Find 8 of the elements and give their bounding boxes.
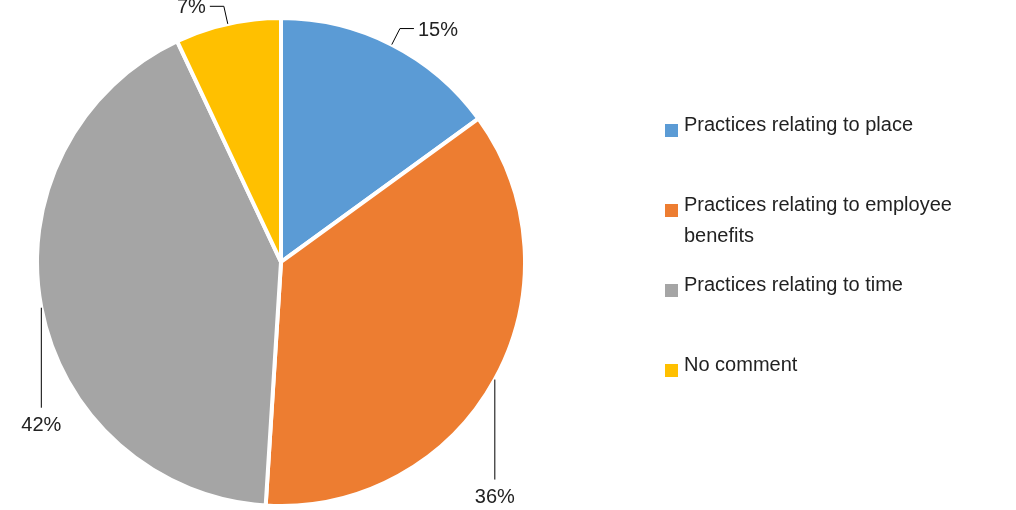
data-label: 7% (176, 0, 207, 18)
data-label: 15% (417, 17, 459, 40)
legend-label: Practices relating to employee benefits (684, 193, 952, 246)
legend-label: Practices relating to place (684, 113, 914, 135)
data-label: 42% (21, 412, 62, 435)
data-label: 36% (474, 484, 516, 507)
legend-label: No comment (684, 353, 798, 375)
legend-label: Practices relating to time (684, 273, 903, 295)
